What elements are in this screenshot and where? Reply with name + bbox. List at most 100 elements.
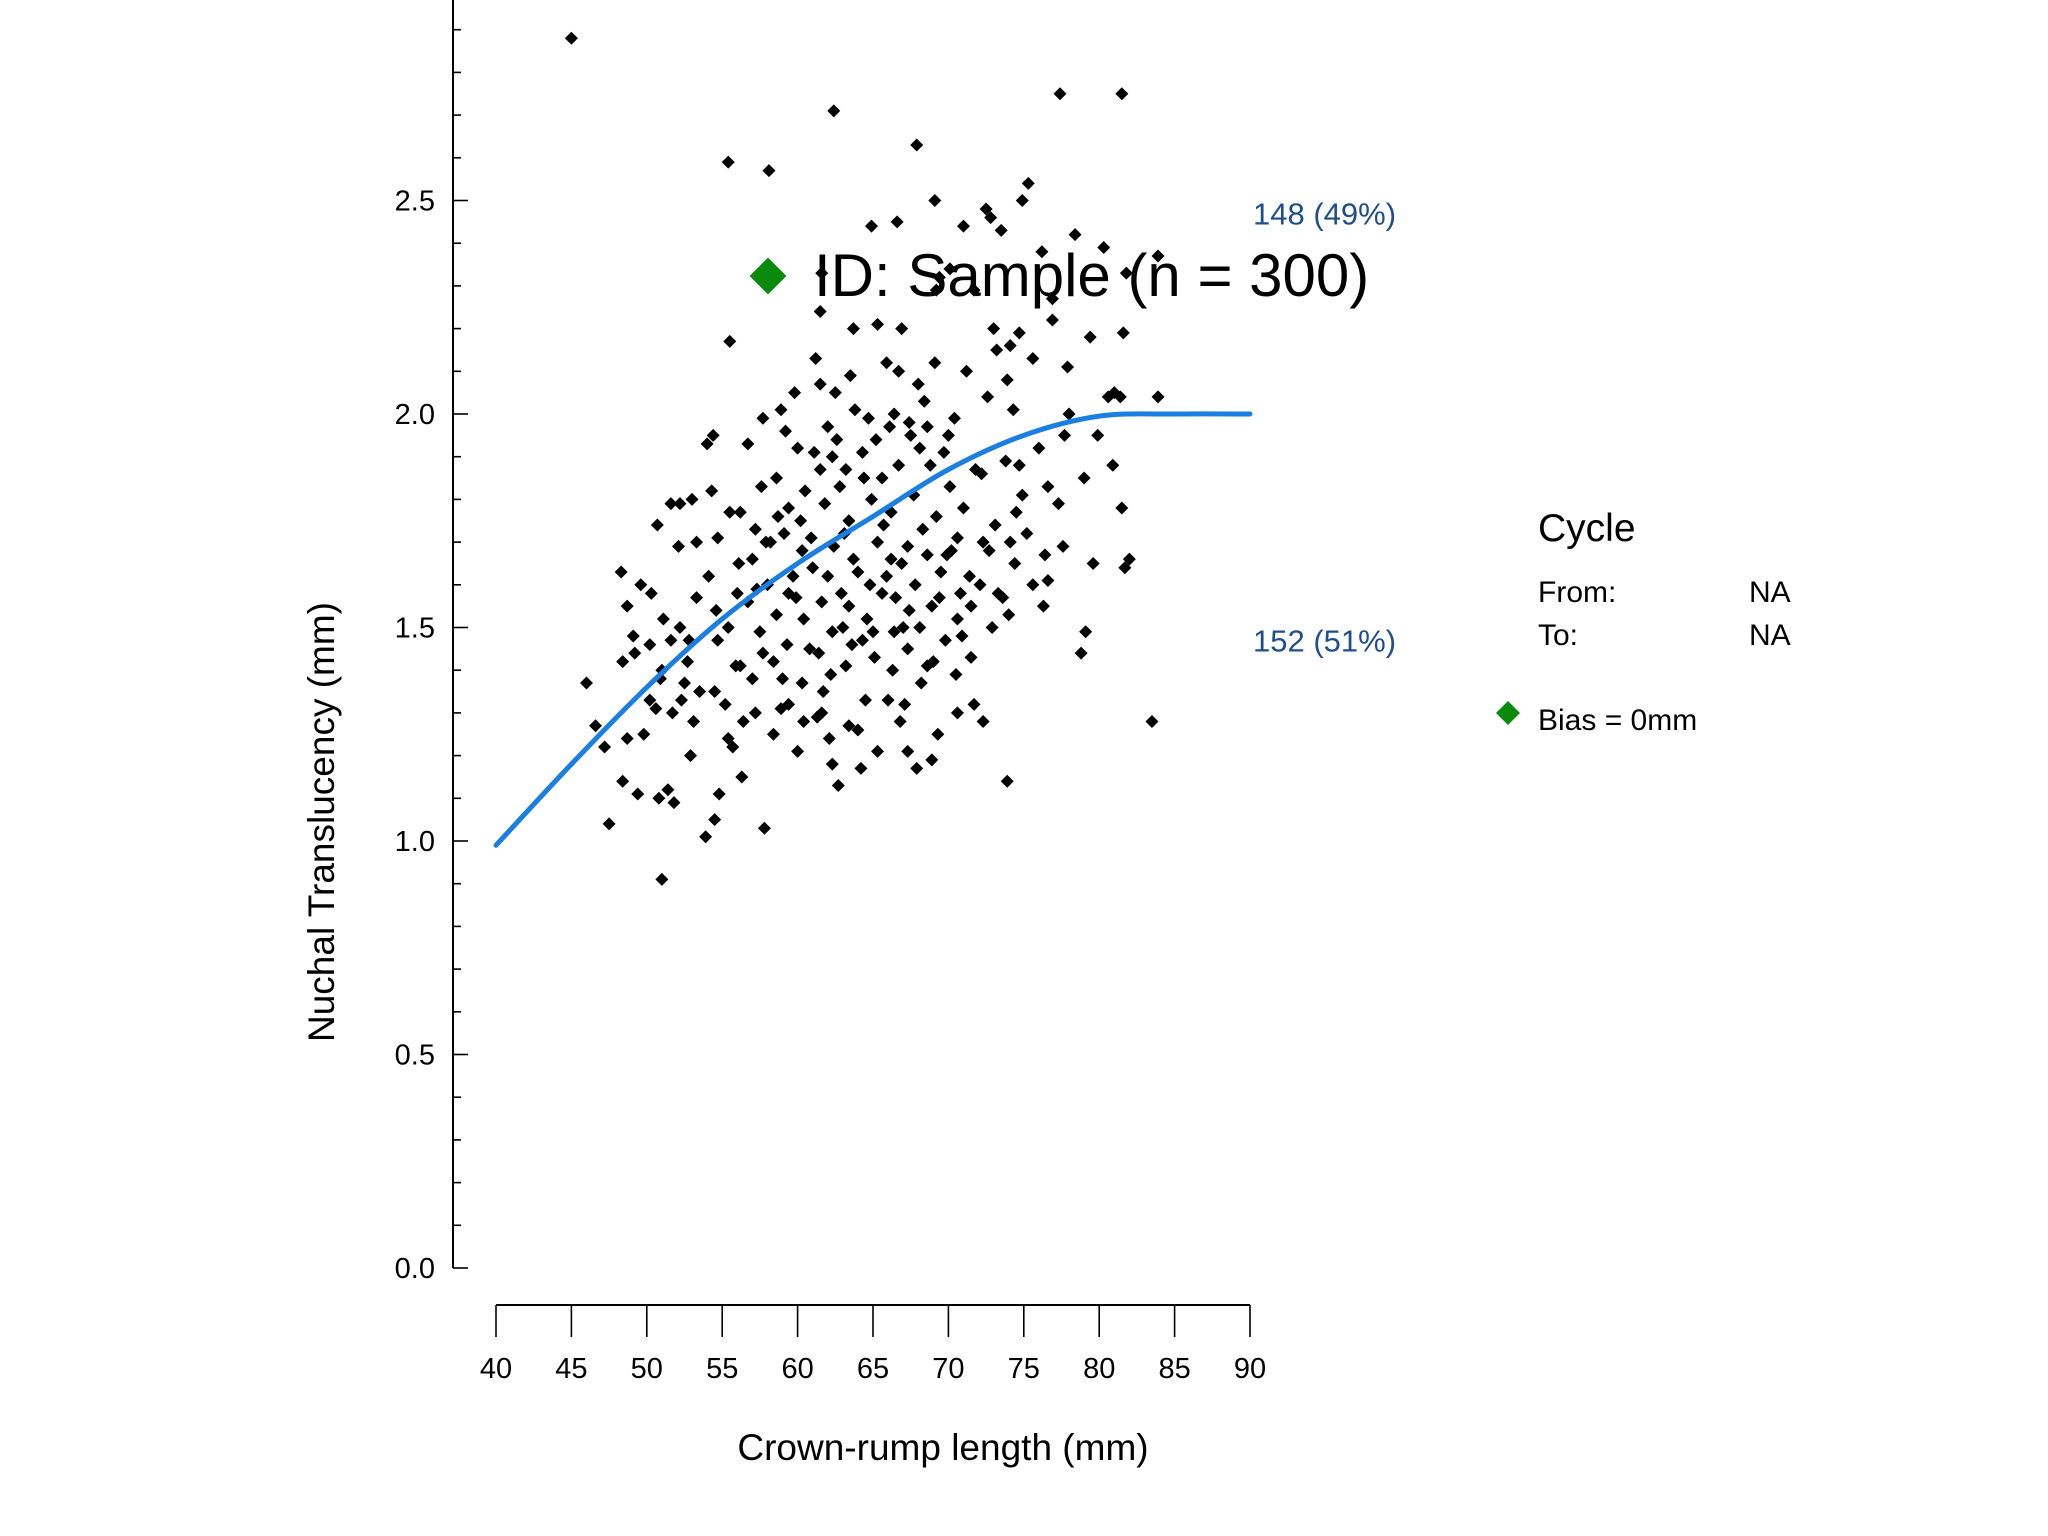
data-point: [1113, 390, 1127, 404]
data-point: [825, 757, 839, 771]
data-point: [1097, 240, 1111, 254]
data-point: [774, 403, 788, 417]
y-tick-label: 0.5: [395, 1040, 435, 1072]
data-point: [857, 471, 871, 485]
data-point: [973, 578, 987, 592]
title-marker: [749, 257, 787, 295]
data-point: [1026, 578, 1040, 592]
data-point: [1083, 330, 1097, 344]
data-point: [839, 659, 853, 673]
data-point: [871, 535, 885, 549]
data-point: [920, 420, 934, 434]
data-point: [813, 463, 827, 477]
data-point: [741, 437, 755, 451]
data-point: [988, 518, 1002, 532]
data-point: [890, 215, 904, 229]
y-tick-label: 1.0: [395, 826, 435, 858]
data-point: [898, 697, 912, 711]
data-point: [846, 552, 860, 566]
data-point: [1015, 194, 1029, 207]
data-point: [564, 31, 578, 45]
data-point: [795, 676, 809, 690]
data-point: [928, 194, 942, 207]
data-point: [868, 650, 882, 664]
data-point: [855, 633, 869, 647]
data-point: [745, 552, 759, 566]
data-point: [721, 732, 735, 746]
chart-title: ID: Sample (n = 300): [814, 242, 1369, 309]
data-point: [1045, 313, 1059, 327]
data-point: [925, 753, 939, 767]
data-point: [1012, 326, 1026, 340]
data-point: [967, 283, 981, 297]
data-point: [877, 518, 891, 532]
data-point: [845, 638, 859, 652]
data-point: [589, 719, 603, 733]
data-point: [748, 706, 762, 720]
data-point: [967, 697, 981, 711]
data-point: [887, 407, 901, 421]
data-point: [1058, 428, 1072, 442]
data-point: [708, 685, 722, 699]
data-point: [664, 633, 678, 647]
data-point: [637, 727, 651, 741]
data-point: [753, 625, 767, 639]
data-point: [871, 317, 885, 331]
data-point: [864, 492, 878, 506]
data-point: [723, 505, 737, 519]
data-point: [982, 544, 996, 558]
data-point: [1106, 458, 1120, 472]
data-point: [762, 164, 776, 178]
data-point: [791, 441, 805, 455]
data-point: [1086, 556, 1100, 570]
data-point: [730, 586, 744, 600]
data-point: [875, 586, 889, 600]
x-tick-label: 55: [706, 1353, 738, 1385]
data-point: [949, 667, 963, 681]
data-point: [842, 599, 856, 613]
data-point: [1026, 351, 1040, 365]
data-point: [934, 565, 948, 579]
data-point: [929, 509, 943, 523]
data-point: [711, 633, 725, 647]
data-point: [976, 535, 990, 549]
data-point: [902, 416, 916, 430]
data-point: [1036, 599, 1050, 613]
data-point: [813, 305, 827, 319]
data-point: [953, 586, 967, 600]
data-point: [1056, 539, 1070, 553]
data-point: [979, 202, 993, 216]
data-point: [678, 676, 691, 690]
data-point: [795, 544, 809, 558]
data-point: [854, 761, 868, 775]
data-point: [1151, 390, 1165, 404]
data-point: [938, 633, 952, 647]
data-point: [861, 411, 875, 425]
data-point: [875, 471, 889, 485]
data-point: [1038, 548, 1052, 562]
data-point: [944, 544, 958, 558]
x-axis: 40 45 50 55 60 65 70 75 80 85 90: [480, 1304, 1266, 1385]
count-annotation: 148 (49%): [1253, 196, 1396, 231]
data-point: [616, 774, 630, 788]
data-point: [791, 744, 805, 758]
data-point: [871, 744, 885, 758]
data-point: [721, 621, 735, 634]
data-point: [1000, 373, 1014, 387]
data-point: [963, 569, 977, 583]
data-point: [721, 155, 735, 169]
data-point: [818, 497, 832, 511]
data-point: [851, 723, 865, 737]
data-point: [702, 569, 716, 583]
x-tick-label: 50: [631, 1353, 663, 1385]
data-point: [941, 428, 955, 442]
data-point: [976, 714, 990, 728]
data-point: [855, 445, 869, 459]
data-point: [684, 749, 698, 763]
legend: Cycle From: NA To: NA Bias = 0mm: [1495, 507, 1791, 737]
data-point: [928, 356, 942, 370]
data-point: [1074, 646, 1088, 660]
data-point: [825, 625, 839, 639]
count-annotations: 148 (49%) 152 (51%): [1253, 196, 1396, 658]
data-point: [913, 441, 927, 455]
